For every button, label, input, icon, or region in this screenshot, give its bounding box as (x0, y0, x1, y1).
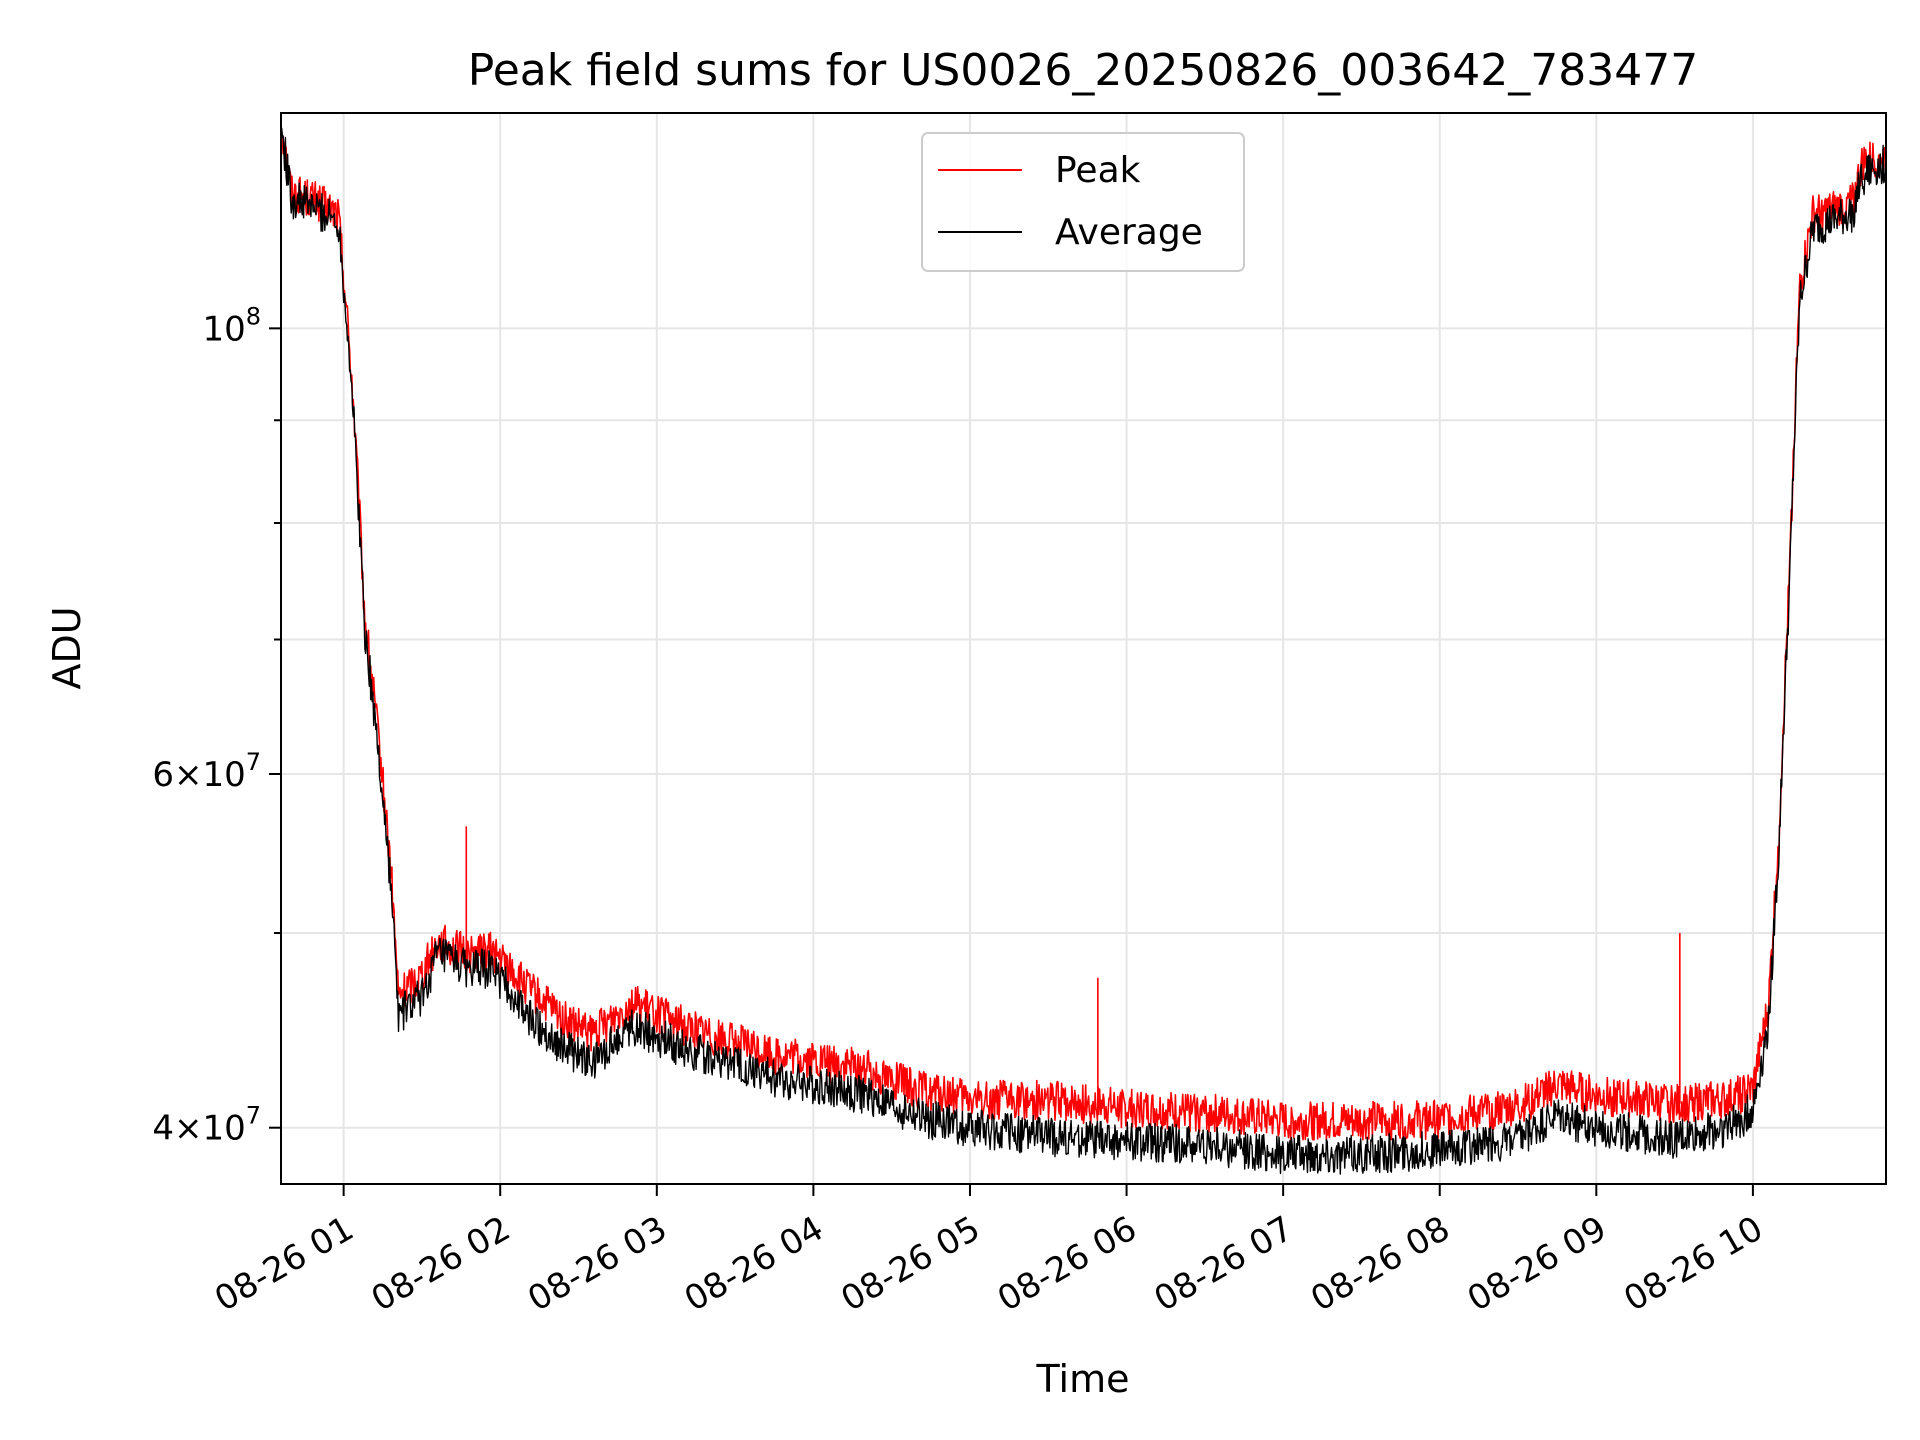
legend-label-average: Average (1055, 212, 1203, 253)
x-axis-label: Time (1036, 1357, 1130, 1401)
y-tick-label: 4×107 (152, 1102, 261, 1149)
chart-title: Peak field sums for US0026_20250826_0036… (468, 45, 1698, 96)
y-axis-label: ADU (45, 606, 89, 689)
series-line-peak (280, 126, 1887, 1142)
legend-box (921, 132, 1245, 272)
grid (281, 113, 1886, 1184)
legend-label-peak: Peak (1055, 150, 1141, 191)
y-tick-label: 108 (202, 302, 261, 349)
legend: Peak Average (921, 132, 1245, 272)
plot-frame (280, 112, 1887, 1185)
series-line-average (280, 127, 1887, 1175)
series-layer (280, 126, 1887, 1175)
y-tick-label: 6×107 (152, 748, 261, 795)
